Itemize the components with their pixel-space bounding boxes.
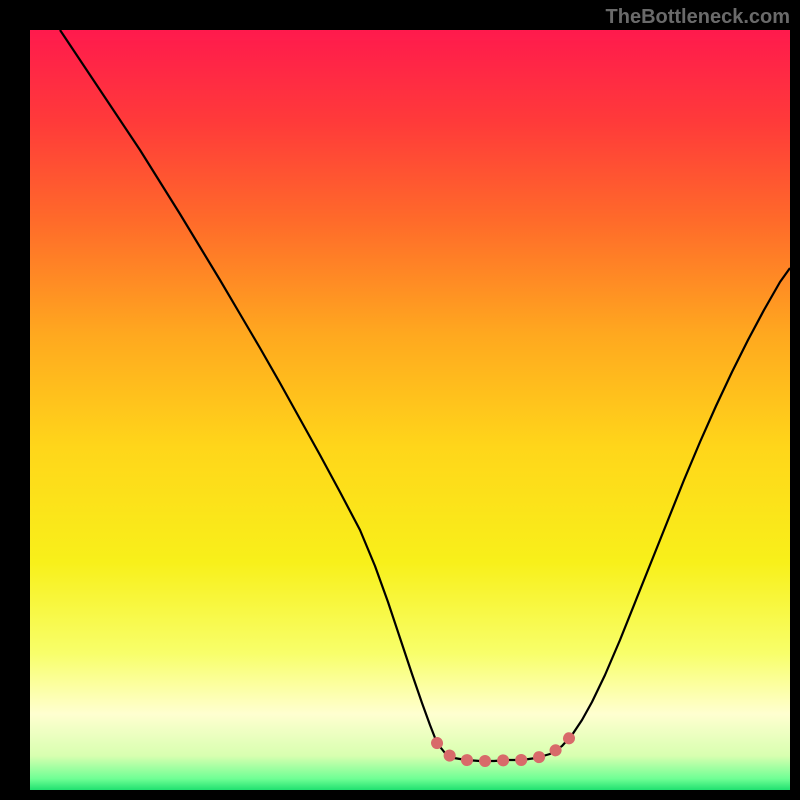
plot-background <box>30 30 790 790</box>
bottleneck-chart <box>0 0 800 800</box>
border-bottom <box>0 790 800 800</box>
chart-container: TheBottleneck.com <box>0 0 800 800</box>
border-right <box>790 0 800 800</box>
watermark-text: TheBottleneck.com <box>606 6 790 29</box>
border-left <box>0 0 30 800</box>
